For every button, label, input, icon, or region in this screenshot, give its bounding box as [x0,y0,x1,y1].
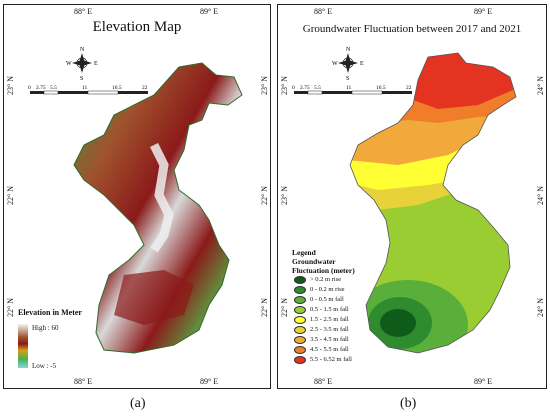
elevation-legend: Elevation in Meter High : 60 Low : -5 [18,308,82,370]
legend-swatch [294,305,306,314]
legend-item-label: 1.5 - 2.5 m fall [310,316,349,323]
elevation-high-label: High : 60 [32,324,59,332]
scale-bar-a [30,90,148,95]
scale-4-b: 16.5 [376,85,386,91]
b-top-tick-88: 88° E [314,7,333,16]
legend-item: 5.5 - 6.52 m fall [294,355,352,364]
legend-swatch [294,335,306,344]
elevation-low-label: Low : -5 [32,362,57,370]
legend-swatch [294,355,306,364]
groundwater-map-svg: N S W E 0 2.75 5.5 11 16.5 22 [292,47,517,354]
groundwater-region-outline [349,52,517,354]
legend-item-label: 2.5 - 3.5 m fall [310,326,349,333]
top-tick-89: 89° E [200,7,219,16]
legend-item: 0 - 0.5 m fall [294,295,344,304]
b-bottom-tick-89: 89° E [474,377,493,386]
elevation-map-panel: Elevation Map 88° E 89° E 88° E 89° E 23… [3,4,271,389]
legend-item-label: 0.5 - 1.5 m fall [310,306,349,313]
legend-item: > 0.2 m rise [294,275,341,284]
legend-item-label: 5.5 - 6.52 m fall [310,356,352,363]
elevation-map-title: Elevation Map [92,19,182,35]
legend-swatch [294,275,306,284]
legend-swatch [294,285,306,294]
compass-n-b: N [346,47,351,53]
compass-e-a: E [94,61,98,67]
bottom-tick-88: 88° E [74,377,93,386]
compass-s-b: S [346,76,349,82]
legend-item-label: 0 - 0.5 m fall [310,296,344,303]
scale-1-a: 2.75 [36,85,46,91]
scale-5-b: 22 [406,85,412,91]
scale-1-b: 2.75 [300,85,310,91]
scale-2-a: 5.5 [50,85,57,91]
compass-rose-a [72,53,92,73]
scale-2-b: 5.5 [314,85,321,91]
groundwater-legend: Legend Groundwater Fluctuation (meter) >… [292,248,355,365]
legend-swatch [294,345,306,354]
legend-swatch [294,315,306,324]
elevation-map-svg: N S W E 0 2.75 5.5 11 16.5 22 [28,47,243,354]
caption-b: (b) [400,396,417,411]
scale-3-b: 11 [346,85,352,91]
scale-0-b: 0 [292,85,295,91]
compass-e-b: E [360,61,364,67]
legend-title-line-2: Groundwater [292,257,336,266]
compass-w-a: W [66,61,72,67]
compass-s-a: S [80,76,83,82]
legend-item-label: 4.5 - 5.5 m fall [310,346,349,353]
top-tick-88: 88° E [74,7,93,16]
elevation-legend-title: Elevation in Meter [18,308,82,317]
legend-items: > 0.2 m rise 0 - 0.2 m rise 0 - 0.5 m fall… [292,275,355,365]
elevation-color-ramp [18,324,28,368]
legend-item-label: 0 - 0.2 m rise [310,286,345,293]
legend-swatch [294,295,306,304]
elevation-region-shape [73,62,243,354]
legend-title-line-3: Fluctuation (meter) [292,266,355,275]
compass-n-a: N [80,47,85,53]
legend-item: 3.5 - 4.5 m fall [294,335,349,344]
scale-4-a: 16.5 [112,85,122,91]
caption-a: (a) [130,396,146,411]
scale-5-a: 22 [142,85,148,91]
bottom-tick-89: 89° E [200,377,219,386]
legend-item: 0 - 0.2 m rise [294,285,344,294]
legend-title-line-1: Legend [292,248,316,257]
legend-item: 4.5 - 5.5 m fall [294,345,349,354]
legend-item-label: > 0.2 m rise [310,276,342,283]
scale-bar-b [294,90,412,95]
legend-swatch [294,325,306,334]
legend-item: 1.5 - 2.5 m fall [294,315,349,324]
legend-item-label: 3.5 - 4.5 m fall [310,336,349,343]
b-top-tick-89: 89° E [474,7,493,16]
scale-3-a: 11 [82,85,88,91]
groundwater-map-title: Groundwater Fluctuation between 2017 and… [302,23,522,35]
scale-0-a: 0 [28,85,31,91]
b-bottom-tick-88: 88° E [314,377,333,386]
compass-w-b: W [332,61,338,67]
groundwater-map-panel: Groundwater Fluctuation between 2017 and… [277,4,547,389]
legend-item: 0.5 - 1.5 m fall [294,305,349,314]
compass-rose-b [338,53,358,73]
legend-item: 2.5 - 3.5 m fall [294,325,349,334]
